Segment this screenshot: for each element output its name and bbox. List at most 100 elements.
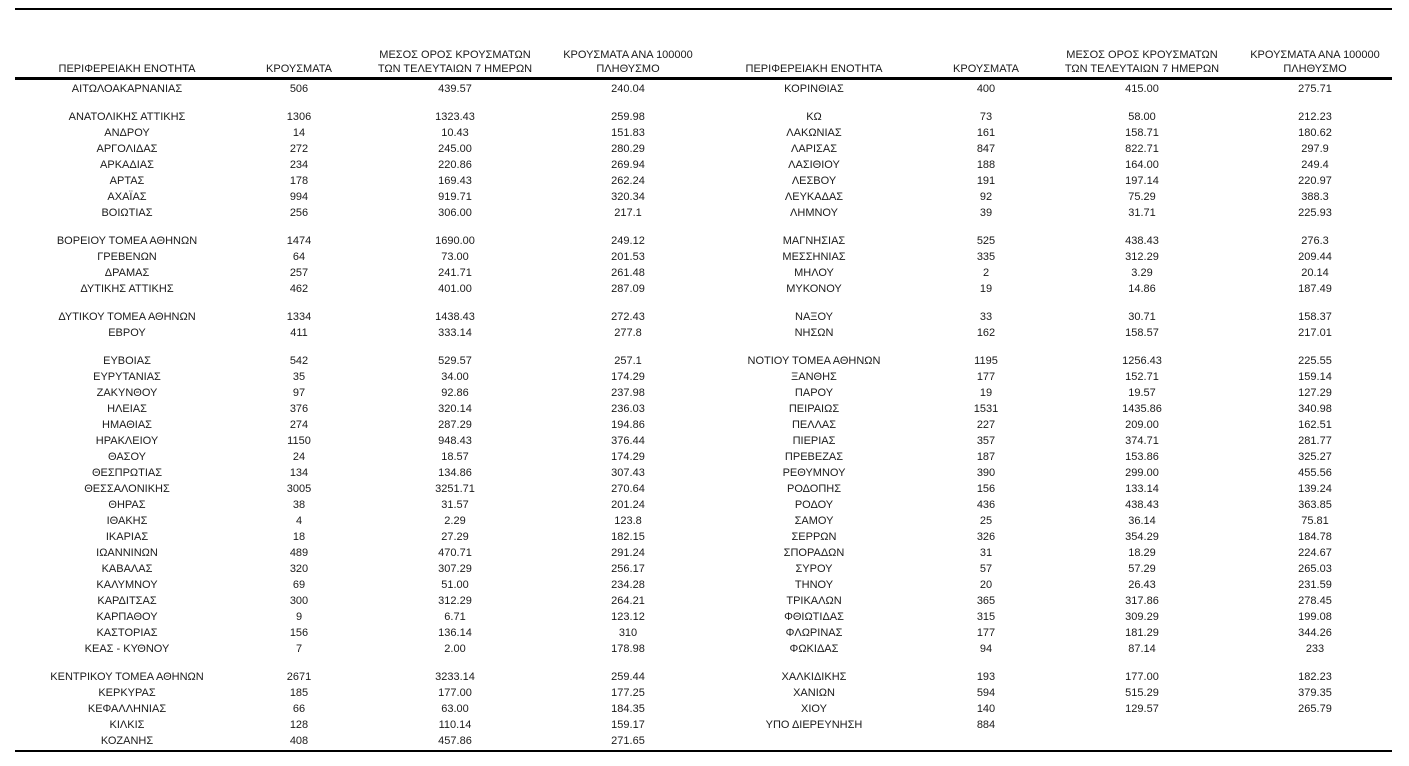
per100k-cell: 270.64 bbox=[611, 483, 645, 495]
region-name-cell: ΑΝΔΡΟΥ bbox=[104, 127, 150, 139]
avg7-cell: 2.00 bbox=[444, 643, 466, 655]
per100k-cell: 265.79 bbox=[1298, 703, 1332, 715]
cases-cell: 326 bbox=[976, 531, 996, 543]
cases-cell: 178 bbox=[289, 175, 309, 187]
avg7-cell: 2.29 bbox=[444, 515, 466, 527]
cases-cell: 365 bbox=[976, 595, 996, 607]
cases-cell: 39 bbox=[979, 207, 993, 219]
region-name-cell: ΚΑΣΤΟΡΙΑΣ bbox=[96, 627, 158, 639]
table-row: ΠΡΕΒΕΖΑΣ 187 153.86 325.27 bbox=[700, 449, 1390, 465]
table-row: ΛΗΜΝΟΥ 39 31.71 225.93 bbox=[700, 205, 1390, 221]
avg7-cell: 87.14 bbox=[1128, 643, 1156, 655]
table-row: ΛΑΣΙΘΙΟΥ 188 164.00 249.4 bbox=[700, 157, 1390, 173]
per100k-cell: 194.86 bbox=[611, 419, 645, 431]
cases-cell: 300 bbox=[289, 595, 309, 607]
per100k-cell: 344.26 bbox=[1298, 627, 1332, 639]
table-row: ΝΑΞΟΥ 33 30.71 158.37 bbox=[700, 309, 1390, 325]
cases-cell: 525 bbox=[976, 235, 996, 247]
avg7-cell: 438.43 bbox=[1125, 499, 1159, 511]
avg7-cell: 31.71 bbox=[1128, 207, 1156, 219]
region-name-cell: ΣΥΡΟΥ bbox=[795, 563, 833, 575]
avg7-cell: 177.00 bbox=[1125, 671, 1159, 683]
table-row: ΝΗΣΩΝ 162 158.57 217.01 bbox=[700, 325, 1390, 341]
region-name-cell: ΚΕΝΤΡΙΚΟΥ ΤΟΜΕΑ ΑΘΗΝΩΝ bbox=[50, 671, 204, 683]
table-row: ΚΕΡΚΥΡΑΣ 185 177.00 177.25 bbox=[13, 685, 703, 701]
cases-cell: 257 bbox=[289, 267, 309, 279]
avg7-cell: 515.29 bbox=[1125, 687, 1159, 699]
region-name-cell: ΞΑΝΘΗΣ bbox=[791, 371, 837, 383]
per100k-cell: 297.9 bbox=[1301, 143, 1329, 155]
avg7-cell: 317.86 bbox=[1125, 595, 1159, 607]
table-row: ΜΕΣΣΗΝΙΑΣ 335 312.29 209.44 bbox=[700, 249, 1390, 265]
table-row: ΗΜΑΘΙΑΣ 274 287.29 194.86 bbox=[13, 417, 703, 433]
region-name-cell: ΛΕΥΚΑΔΑΣ bbox=[784, 191, 844, 203]
avg7-cell: 1435.86 bbox=[1122, 403, 1162, 415]
avg7-cell: 306.00 bbox=[438, 207, 472, 219]
cases-cell: 400 bbox=[976, 83, 996, 95]
table-row: ΑΡΓΟΛΙΔΑΣ 272 245.00 280.29 bbox=[13, 141, 703, 157]
region-name-cell: ΙΚΑΡΙΑΣ bbox=[105, 531, 149, 543]
per100k-cell: 320.34 bbox=[611, 191, 645, 203]
table-row: ΙΩΑΝΝΙΝΩΝ 489 470.71 291.24 bbox=[13, 545, 703, 561]
region-name-cell: ΚΟΡΙΝΘΙΑΣ bbox=[784, 83, 844, 95]
table-row: ΚΙΛΚΙΣ 128 110.14 159.17 bbox=[13, 717, 703, 733]
avg7-cell: 245.00 bbox=[438, 143, 472, 155]
region-name-cell: ΝΑΞΟΥ bbox=[795, 311, 833, 323]
per100k-cell: 363.85 bbox=[1298, 499, 1332, 511]
table-row: ΘΕΣΣΑΛΟΝΙΚΗΣ 3005 3251.71 270.64 bbox=[13, 481, 703, 497]
avg7-cell: 136.14 bbox=[438, 627, 472, 639]
region-name-cell: ΦΘΙΩΤΙΔΑΣ bbox=[784, 611, 844, 623]
blank-row bbox=[13, 97, 703, 109]
table-row: ΤΡΙΚΑΛΩΝ 365 317.86 278.45 bbox=[700, 593, 1390, 609]
table-row: ΗΡΑΚΛΕΙΟΥ 1150 948.43 376.44 bbox=[13, 433, 703, 449]
cases-cell: 24 bbox=[292, 451, 306, 463]
cases-cell: 462 bbox=[289, 283, 309, 295]
avg7-cell: 312.29 bbox=[1125, 251, 1159, 263]
cases-cell: 73 bbox=[979, 111, 993, 123]
per100k-cell: 212.23 bbox=[1298, 111, 1332, 123]
column-header-cases: ΚΡΟΥΣΜΑΤΑ bbox=[953, 63, 1019, 75]
region-name-cell: ΛΑΡΙΣΑΣ bbox=[790, 143, 837, 155]
per100k-cell: 256.17 bbox=[611, 563, 645, 575]
region-name-cell: ΙΩΑΝΝΙΝΩΝ bbox=[96, 547, 158, 559]
avg7-cell: 401.00 bbox=[438, 283, 472, 295]
column-header-region: ΠΕΡΙΦΕΡΕΙΑΚΗ ΕΝΟΤΗΤΑ bbox=[58, 63, 196, 75]
column-header-cases: ΚΡΟΥΣΜΑΤΑ bbox=[266, 63, 332, 75]
cases-cell: 185 bbox=[289, 687, 309, 699]
per100k-cell: 224.67 bbox=[1298, 547, 1332, 559]
per100k-cell: 225.55 bbox=[1298, 355, 1332, 367]
avg7-cell: 415.00 bbox=[1125, 83, 1159, 95]
region-name-cell: ΑΡΓΟΛΙΔΑΣ bbox=[96, 143, 158, 155]
blank-row bbox=[700, 221, 1390, 233]
avg7-cell: 110.14 bbox=[438, 719, 472, 731]
region-name-cell: ΦΩΚΙΔΑΣ bbox=[789, 643, 839, 655]
cases-cell: 234 bbox=[289, 159, 309, 171]
per100k-cell: 159.14 bbox=[1298, 371, 1332, 383]
cases-cell: 594 bbox=[976, 687, 996, 699]
per100k-cell: 259.44 bbox=[611, 671, 645, 683]
regional-units-table-right: ΠΕΡΙΦΕΡΕΙΑΚΗ ΕΝΟΤΗΤΑ ΚΡΟΥΣΜΑΤΑ ΜΕΣΟΣ ΟΡΟ… bbox=[700, 36, 1390, 733]
region-name-cell: ΚΕΦΑΛΛΗΝΙΑΣ bbox=[87, 703, 167, 715]
cases-cell: 156 bbox=[976, 483, 996, 495]
cases-cell: 7 bbox=[295, 643, 303, 655]
avg7-cell: 307.29 bbox=[438, 563, 472, 575]
blank-row bbox=[700, 97, 1390, 109]
blank-row bbox=[13, 657, 703, 669]
table-header: ΠΕΡΙΦΕΡΕΙΑΚΗ ΕΝΟΤΗΤΑ ΚΡΟΥΣΜΑΤΑ ΜΕΣΟΣ ΟΡΟ… bbox=[700, 36, 1390, 76]
region-name-cell: ΚΑΡΔΙΤΣΑΣ bbox=[97, 595, 157, 607]
avg7-cell: 309.29 bbox=[1125, 611, 1159, 623]
per100k-cell: 234.28 bbox=[611, 579, 645, 591]
column-header-per100k-line2: ΠΛΗΘΥΣΜΟ bbox=[1283, 63, 1347, 75]
table-row: ΣΕΡΡΩΝ 326 354.29 184.78 bbox=[700, 529, 1390, 545]
per100k-cell bbox=[1240, 717, 1390, 733]
region-name-cell: ΑΡΚΑΔΙΑΣ bbox=[100, 159, 154, 171]
per100k-cell: 307.43 bbox=[611, 467, 645, 479]
region-name-cell: ΕΥΒΟΙΑΣ bbox=[103, 355, 151, 367]
avg7-cell: 948.43 bbox=[438, 435, 472, 447]
cases-cell: 14 bbox=[292, 127, 306, 139]
avg7-cell: 158.57 bbox=[1125, 327, 1159, 339]
region-name-cell: ΒΟΙΩΤΙΑΣ bbox=[101, 207, 153, 219]
region-name-cell: ΠΑΡΟΥ bbox=[794, 387, 834, 399]
cases-cell: 19 bbox=[979, 387, 993, 399]
